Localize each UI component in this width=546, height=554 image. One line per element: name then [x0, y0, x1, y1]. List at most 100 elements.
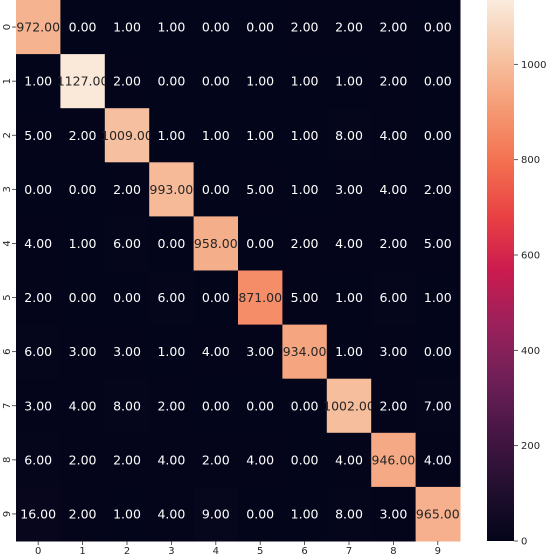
heatmap-cell-4-4 [193, 216, 239, 271]
heatmap-cell-2-3 [149, 108, 195, 163]
heatmap-cell-9-8 [371, 486, 417, 542]
cell-value-label: 1.00 [291, 128, 319, 143]
cell-value-label: 5.00 [24, 128, 52, 143]
cell-value-label: 0.00 [69, 20, 97, 35]
heatmap-cell-5-8 [371, 270, 417, 326]
cell-value-label: 1.00 [335, 290, 363, 305]
heatmap-cell-9-5 [238, 486, 283, 542]
cell-value-label: 0.00 [424, 20, 452, 35]
heatmap-cell-2-9 [415, 108, 461, 163]
cell-value-label: 4.00 [157, 506, 185, 521]
cell-value-label: 0.00 [424, 74, 452, 89]
cell-value-label: 0.00 [291, 398, 319, 413]
cell-value-label: 0.00 [157, 236, 185, 251]
x-axis-ticks: 0 1 2 3 4 5 6 7 8 9 [35, 541, 441, 554]
colorbar: 0 200 400 600 800 1000 [487, 0, 546, 548]
colorbar-tick-label: 0 [521, 537, 527, 548]
heatmap-cell-6-8 [371, 324, 417, 380]
cell-value-label: 2.00 [379, 20, 407, 35]
cell-value-label: 3.00 [24, 398, 52, 413]
cell-value-label: 2.00 [69, 506, 97, 521]
colorbar-gradient [487, 0, 514, 541]
cell-value-label: 1.00 [424, 290, 452, 305]
y-tick-label: 6 [2, 348, 13, 354]
cell-value-label: 2.00 [379, 236, 407, 251]
heatmap-cell-9-2 [104, 486, 150, 542]
heatmap-cell-0-2 [104, 0, 150, 55]
cell-value-label: 0.00 [202, 182, 230, 197]
heatmap-cell-1-8 [371, 54, 417, 109]
heatmap-cell-3-3 [149, 162, 195, 217]
heatmap-cell-2-0 [16, 108, 61, 163]
cell-value-label: 8.00 [335, 506, 363, 521]
colorbar-tick-label: 600 [521, 251, 540, 262]
heatmap-cell-2-2 [104, 108, 150, 163]
heatmap-cell-7-7 [326, 378, 372, 434]
heatmap-cell-5-6 [282, 270, 328, 326]
heatmap-cell-3-6 [282, 162, 328, 217]
cell-value-label: 3.00 [379, 344, 407, 359]
cell-value-label: 1002.00 [323, 398, 375, 413]
cell-value-label: 1.00 [291, 506, 319, 521]
y-tick-label: 4 [2, 240, 13, 246]
cell-value-label: 2.00 [113, 182, 141, 197]
cell-value-label: 3.00 [69, 344, 97, 359]
heatmap-cell-3-7 [326, 162, 372, 217]
cell-value-label: 7.00 [424, 398, 452, 413]
heatmap-cell-8-7 [326, 432, 372, 488]
y-tick-label: 9 [2, 511, 13, 517]
cell-value-label: 1.00 [291, 74, 319, 89]
cell-value-label: 958.00 [194, 236, 238, 251]
cell-value-label: 8.00 [335, 128, 363, 143]
cell-value-label: 0.00 [202, 74, 230, 89]
cell-value-label: 2.00 [113, 74, 141, 89]
heatmap-cell-2-6 [282, 108, 328, 163]
heatmap-cell-2-7 [326, 108, 372, 163]
cell-value-label: 0.00 [202, 20, 230, 35]
heatmap-cell-8-3 [149, 432, 195, 488]
cell-value-label: 1.00 [113, 20, 141, 35]
cell-value-label: 2.00 [157, 398, 185, 413]
cell-value-label: 4.00 [379, 182, 407, 197]
x-tick-label: 4 [213, 546, 219, 554]
y-axis-ticks: 0 1 2 3 4 5 6 7 8 9 [2, 24, 16, 517]
cell-value-label: 2.00 [291, 236, 319, 251]
cell-value-label: 2.00 [69, 128, 97, 143]
heatmap-cell-8-0 [16, 432, 61, 488]
heatmap-cell-4-1 [60, 216, 106, 271]
cell-value-label: 0.00 [202, 398, 230, 413]
cell-value-label: 0.00 [113, 290, 141, 305]
colorbar-tick-label: 1000 [521, 60, 546, 71]
cell-value-label: 4.00 [69, 398, 97, 413]
cell-value-label: 0.00 [246, 398, 274, 413]
heatmap-cell-2-4 [193, 108, 239, 163]
cell-value-label: 0.00 [157, 74, 185, 89]
x-tick-label: 9 [435, 546, 441, 554]
cell-value-label: 2.00 [379, 74, 407, 89]
cell-value-label: 6.00 [24, 452, 52, 467]
cell-value-label: 1.00 [157, 344, 185, 359]
x-tick-label: 2 [124, 546, 130, 554]
cell-value-label: 1.00 [246, 74, 274, 89]
cell-value-label: 1.00 [291, 182, 319, 197]
heatmap-cell-1-2 [104, 54, 150, 109]
cell-value-label: 871.00 [238, 290, 282, 305]
heatmap-cell-1-3 [149, 54, 195, 109]
heatmap-cell-2-8 [371, 108, 417, 163]
heatmap-cell-9-6 [282, 486, 328, 542]
heatmap-cell-9-1 [60, 486, 106, 542]
heatmap-cell-0-7 [326, 0, 372, 55]
x-tick-label: 1 [79, 546, 85, 554]
cell-value-label: 1009.00 [101, 128, 153, 143]
cell-value-label: 1127.00 [57, 74, 109, 89]
heatmap-cell-7-4 [193, 378, 239, 434]
cell-value-label: 4.00 [335, 236, 363, 251]
cell-value-label: 2.00 [335, 20, 363, 35]
cell-value-label: 4.00 [379, 128, 407, 143]
cell-value-label: 4.00 [24, 236, 52, 251]
cell-value-label: 1.00 [335, 344, 363, 359]
heatmap-cell-7-8 [371, 378, 417, 434]
heatmap-cell-9-0 [16, 486, 61, 542]
cell-value-label: 0.00 [424, 128, 452, 143]
y-tick-label: 5 [2, 294, 13, 300]
